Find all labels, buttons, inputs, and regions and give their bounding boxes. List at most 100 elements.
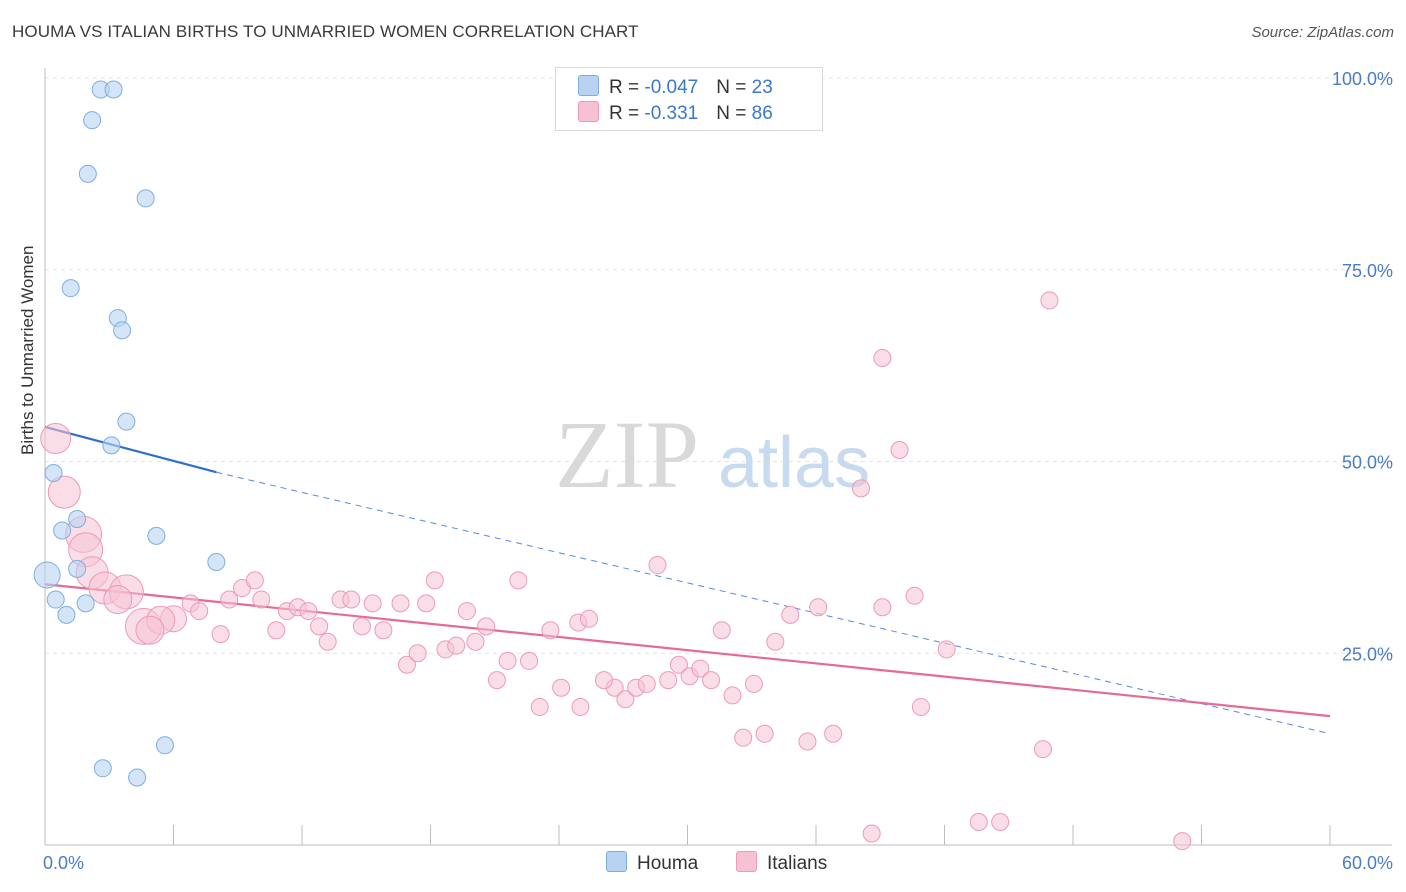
watermark-atlas: atlas	[718, 423, 870, 503]
houma-point	[53, 521, 72, 540]
houma-point	[136, 189, 155, 208]
houma-n-value: 23	[751, 77, 773, 98]
italians-point	[1034, 740, 1053, 759]
italians-point	[691, 659, 710, 678]
houma-point	[117, 412, 136, 431]
y-axis-label: Births to Unmarried Women	[18, 245, 37, 455]
chart-title: HOUMA VS ITALIAN BIRTHS TO UNMARRIED WOM…	[12, 22, 639, 41]
y-tick-label: 100.0%	[1332, 69, 1393, 89]
italians-point	[374, 621, 393, 640]
legend-row-italians: R = -0.331 N = 86	[578, 101, 773, 125]
houma-point	[128, 768, 147, 787]
houma-point	[76, 594, 95, 613]
italians-point	[766, 632, 785, 651]
bottom-houma-label: Houma	[637, 853, 699, 874]
italians-point	[809, 598, 828, 617]
italians-point	[723, 686, 742, 705]
italians-point	[299, 602, 318, 621]
italians-point	[851, 479, 870, 498]
houma-point	[68, 559, 87, 578]
italians-point	[744, 674, 763, 693]
italians-point	[969, 812, 988, 831]
italians-point	[571, 697, 590, 716]
houma-point	[93, 759, 112, 778]
italians-point	[873, 598, 892, 617]
italians-point	[702, 671, 721, 690]
italians-trend-line	[44, 583, 1331, 718]
italians-point	[937, 640, 956, 659]
italians-point	[1040, 291, 1059, 310]
houma-swatch	[578, 75, 599, 96]
italians-point	[267, 621, 286, 640]
y-tick-label: 75.0%	[1342, 261, 1393, 281]
italians-point	[637, 674, 656, 693]
italians-point	[712, 621, 731, 640]
italians-r-label: R =	[609, 103, 645, 124]
houma-point	[113, 321, 132, 340]
italians-point	[579, 609, 598, 628]
bottom-houma-swatch	[606, 851, 627, 872]
axes	[44, 68, 1392, 846]
houma-point	[104, 80, 123, 99]
houma-point	[33, 561, 61, 589]
italians-point	[1173, 832, 1192, 851]
italians-point	[211, 625, 230, 644]
houma-point	[83, 111, 102, 130]
italians-point	[509, 571, 528, 590]
italians-point	[890, 440, 909, 459]
data-points	[33, 80, 1192, 851]
houma-point	[57, 605, 76, 624]
italians-point	[498, 651, 517, 670]
italians-point	[648, 556, 667, 575]
italians-point	[40, 422, 72, 454]
houma-point	[61, 279, 80, 298]
italians-point	[245, 571, 264, 590]
watermark-zip: ZIP	[555, 401, 699, 508]
italians-point	[190, 602, 209, 621]
bottom-italians-swatch	[736, 851, 757, 872]
houma-point	[44, 464, 63, 483]
italians-point	[220, 590, 239, 609]
italians-point	[408, 644, 427, 663]
italians-point	[363, 594, 382, 613]
italians-point	[342, 590, 361, 609]
italians-point	[310, 617, 329, 636]
watermark: ZIP atlas	[555, 401, 870, 508]
y-tick-label: 50.0%	[1342, 453, 1393, 473]
italians-point	[911, 697, 930, 716]
italians-point	[477, 617, 496, 636]
italians-point	[425, 571, 444, 590]
houma-point	[78, 164, 97, 183]
legend-row-houma: R = -0.047 N = 23	[578, 75, 773, 99]
italians-point	[252, 590, 271, 609]
italians-point	[862, 824, 881, 843]
italians-point	[352, 617, 371, 636]
houma-point	[102, 436, 121, 455]
houma-point	[68, 510, 87, 529]
italians-point	[669, 655, 688, 674]
italians-point	[135, 615, 165, 645]
x-tick-label-min: 0.0%	[43, 853, 84, 873]
italians-point	[530, 697, 549, 716]
houma-r-label: R =	[609, 77, 645, 98]
italians-point	[397, 655, 416, 674]
italians-point	[755, 724, 774, 743]
source-label: Source: ZipAtlas.com	[1251, 24, 1394, 41]
correlation-legend: R = -0.047 N = 23 R = -0.331 N = 86	[555, 67, 823, 131]
italians-point	[594, 671, 613, 690]
grid-lines	[45, 77, 1392, 654]
y-tick-label: 25.0%	[1342, 644, 1393, 664]
italians-r-value: -0.331	[644, 103, 699, 124]
italians-point	[47, 475, 81, 509]
houma-point	[207, 552, 226, 571]
italians-point	[417, 594, 436, 613]
houma-point	[147, 526, 166, 545]
italians-point	[824, 724, 843, 743]
houma-r-value: -0.047	[644, 77, 699, 98]
italians-point	[541, 621, 560, 640]
x-tick-label-max: 60.0%	[1342, 853, 1393, 873]
italians-point	[873, 348, 892, 367]
italians-swatch	[578, 101, 599, 122]
italians-point	[659, 671, 678, 690]
